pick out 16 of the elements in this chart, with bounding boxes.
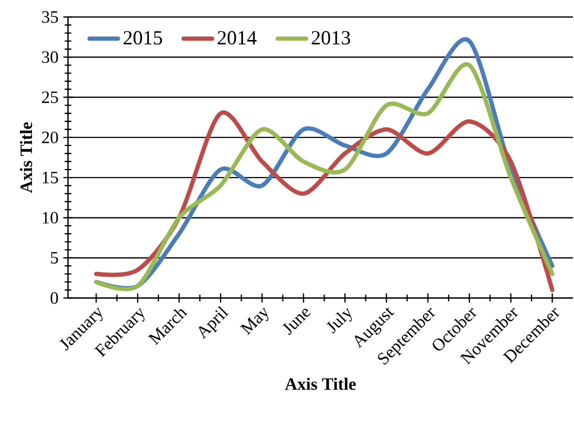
y-tick-label: 0 <box>50 292 58 304</box>
x-tick-label: June <box>282 308 311 336</box>
y-tick-label: 30 <box>42 51 58 63</box>
x-tick-label: May <box>240 307 268 336</box>
y-tick-label: 25 <box>42 91 58 104</box>
y-tick-label: 20 <box>42 132 58 144</box>
legend-label: 2014 <box>218 31 257 45</box>
y-tick-label: 10 <box>42 212 58 224</box>
y-tick-label: 5 <box>50 252 58 264</box>
legend-label: 2013 <box>312 31 350 45</box>
x-tick-label: July <box>326 308 352 334</box>
x-axis-title: Axis Title <box>284 378 356 390</box>
y-tick-label: 35 <box>42 11 58 23</box>
y-tick-label: 15 <box>42 172 58 184</box>
y-axis-title: Axis Title <box>20 122 32 194</box>
legend-label: 2015 <box>124 31 162 45</box>
